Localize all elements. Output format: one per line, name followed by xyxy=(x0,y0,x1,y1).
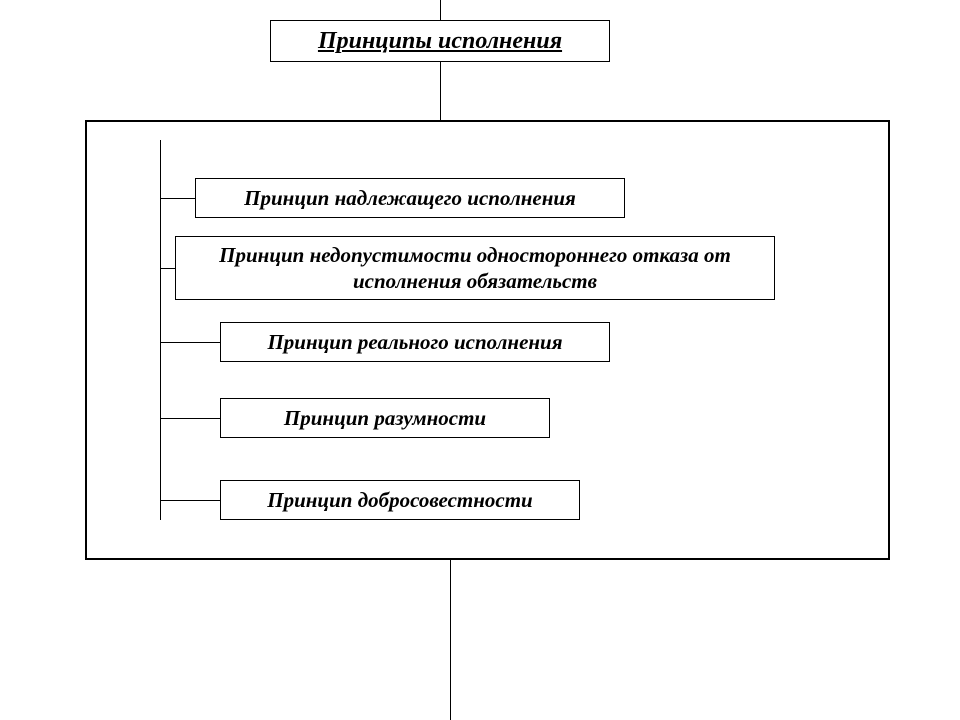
branch-1 xyxy=(160,268,175,269)
item-box-1: Принцип недопустимости одностороннего от… xyxy=(175,236,775,300)
item-box-0: Принцип надлежащего исполнения xyxy=(195,178,625,218)
branch-0 xyxy=(160,198,195,199)
item-box-4: Принцип добросовестности xyxy=(220,480,580,520)
item-box-2: Принцип реального исполнения xyxy=(220,322,610,362)
item-text-4: Принцип добросовестности xyxy=(267,487,532,513)
connector-top xyxy=(440,0,441,20)
item-text-3: Принцип разумности xyxy=(284,405,486,431)
diagram-canvas: Принципы исполнения Принцип надлежащего … xyxy=(0,0,960,720)
connector-mid xyxy=(440,62,441,120)
branch-4 xyxy=(160,500,220,501)
item-box-3: Принцип разумности xyxy=(220,398,550,438)
connector-bottom xyxy=(450,560,451,720)
item-text-1: Принцип недопустимости одностороннего от… xyxy=(186,242,764,295)
title-text: Принципы исполнения xyxy=(318,28,562,55)
branch-3 xyxy=(160,418,220,419)
branch-2 xyxy=(160,342,220,343)
item-text-2: Принцип реального исполнения xyxy=(267,329,562,355)
item-text-0: Принцип надлежащего исполнения xyxy=(244,185,576,211)
title-box: Принципы исполнения xyxy=(270,20,610,62)
tree-spine xyxy=(160,140,161,520)
